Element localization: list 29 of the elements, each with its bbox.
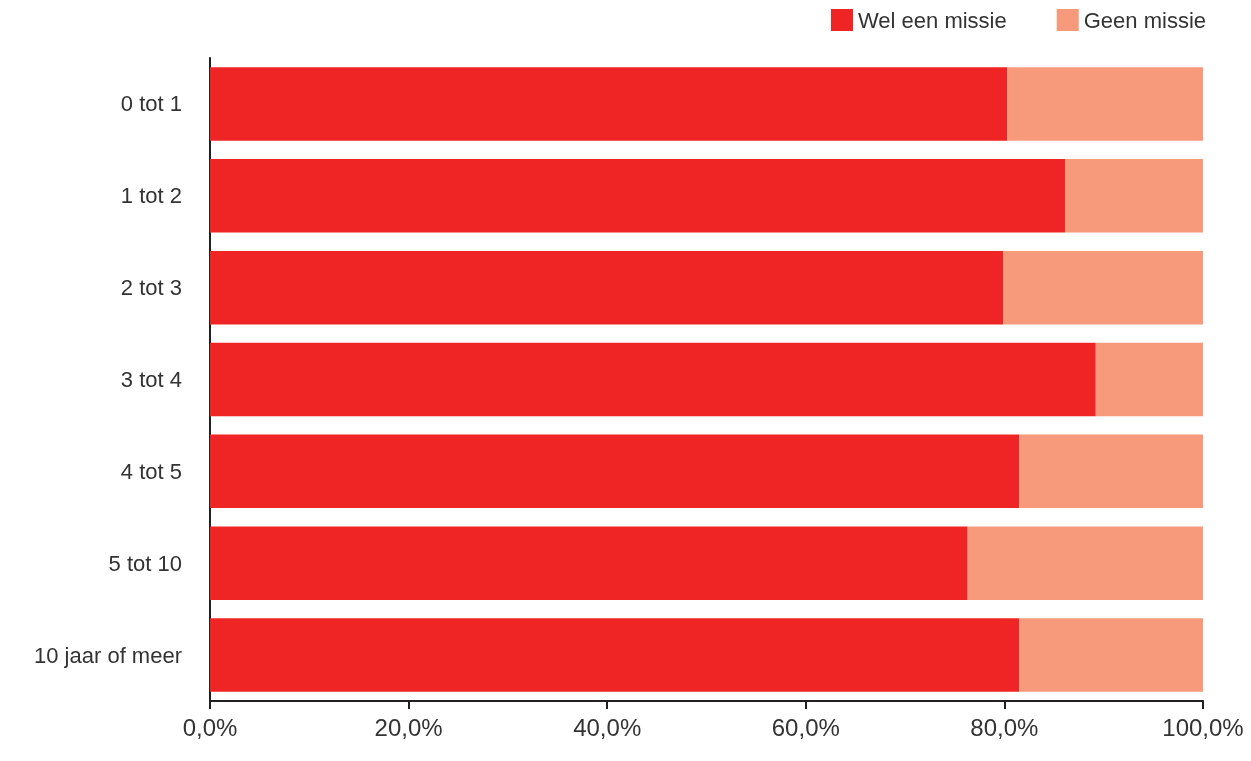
bar — [1019, 434, 1203, 509]
x-tick-label: 60,0% — [771, 713, 840, 741]
bar — [210, 618, 1020, 692]
x-tick-label: 20,0% — [374, 713, 443, 741]
bar — [1003, 250, 1203, 325]
bar — [1007, 67, 1203, 141]
y-tick-label: 2 tot 3 — [120, 275, 182, 301]
y-tick-label: 3 tot 4 — [120, 367, 182, 392]
bar — [1019, 618, 1203, 692]
x-tick-label: 40,0% — [573, 713, 642, 741]
x-tick-label: 0,0% — [182, 713, 238, 741]
bar — [967, 526, 1203, 600]
bar — [1064, 159, 1203, 233]
y-tick-label: 1 tot 2 — [120, 183, 182, 209]
x-tick-label: 80,0% — [970, 713, 1039, 741]
y-tick-label: 10 jaar of meer — [34, 642, 182, 668]
y-tick-label: 4 tot 5 — [120, 458, 182, 484]
legend-label: Geen missie — [1083, 7, 1207, 33]
y-tick-label: 5 tot 10 — [108, 550, 182, 576]
legend-label: Wel een missie — [857, 7, 1007, 33]
bar — [210, 250, 1004, 325]
bar — [210, 434, 1020, 509]
bar — [210, 342, 1096, 417]
bar — [1095, 342, 1203, 417]
y-tick-label: 0 tot 1 — [120, 91, 182, 117]
bar — [210, 67, 1008, 141]
x-tick-label: 100,0% — [1162, 713, 1244, 741]
bar — [210, 526, 968, 600]
bar — [210, 159, 1065, 233]
